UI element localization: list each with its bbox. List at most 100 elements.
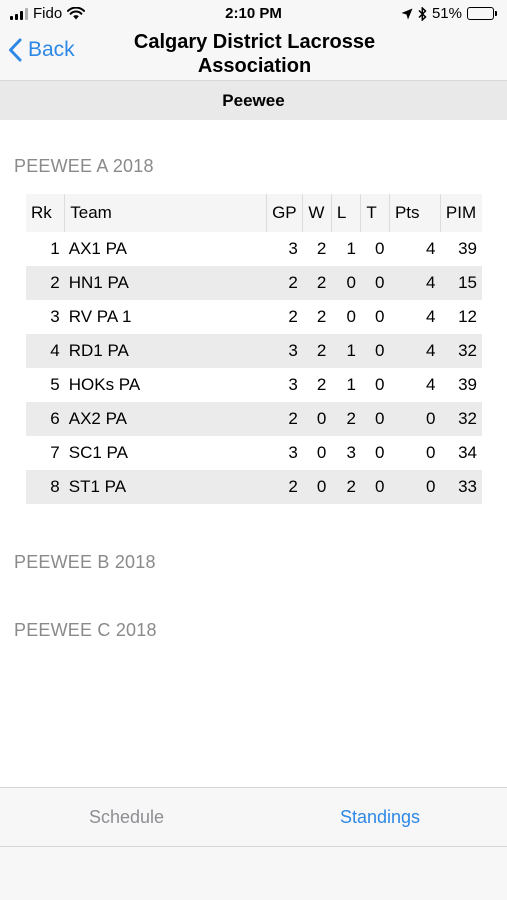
standings-table: Rk Team GP W L T Pts PIM 1 AX1 PA 3 2 1 0 4 39 2… (26, 194, 482, 504)
page-title-line1: Calgary District Lacrosse (133, 31, 376, 53)
cell-pts: 4 (425, 307, 436, 326)
tab-schedule[interactable]: Schedule (88, 807, 165, 827)
group-title-peewee-c[interactable]: PEEWEE C 2018 (14, 620, 157, 640)
cell-w: 2 (302, 266, 332, 300)
carrier-name: Fido (33, 5, 63, 22)
cell-pts: 0 (389, 470, 441, 504)
wifi-icon (67, 7, 86, 20)
tab-standings[interactable]: Standings (339, 807, 421, 827)
signal-icon (10, 7, 28, 20)
cell-gp: 3 (288, 443, 298, 462)
cell-t: 0 (374, 307, 385, 326)
group-title-peewee-b[interactable]: PEEWEE B 2018 (14, 552, 156, 572)
cell-w: 0 (316, 443, 327, 462)
bluetooth-icon (418, 6, 427, 21)
cell-l: 3 (346, 443, 356, 462)
cell-pim: 32 (440, 402, 482, 436)
cell-team: SC1 PA (68, 443, 128, 462)
cell-pim: 12 (458, 307, 477, 326)
cell-rk: 6 (26, 402, 65, 436)
cell-gp: 3 (288, 375, 298, 394)
cell-pts: 0 (389, 402, 441, 436)
cell-pim: 33 (440, 470, 482, 504)
cell-rk: 3 (50, 307, 60, 326)
cell-l: 1 (331, 334, 361, 368)
cell-pts: 4 (425, 375, 436, 394)
cell-w: 2 (316, 375, 327, 394)
cell-t: 0 (374, 239, 385, 258)
cell-w: 0 (302, 402, 332, 436)
status-right: 51% (401, 5, 497, 22)
cell-pts: 4 (389, 334, 441, 368)
table-row: 5 HOKs PA 3 2 1 0 4 39 (26, 368, 482, 402)
table-row: 1 AX1 PA 3 2 1 0 4 39 (26, 232, 482, 266)
navigation-bar: Back Calgary District Lacrosse Associati… (0, 28, 507, 80)
cell-pim: 34 (458, 443, 477, 462)
page-title-line2: Association (197, 55, 312, 77)
page-title: Calgary District Lacrosse Association (0, 30, 507, 78)
cell-gp: 2 (266, 266, 303, 300)
cell-l: 2 (331, 470, 361, 504)
table-row: 2 HN1 PA 2 2 0 0 4 15 (26, 266, 482, 300)
status-time: 2:10 PM (225, 5, 282, 22)
table-row: 8 ST1 PA 2 0 2 0 0 33 (26, 470, 482, 504)
column-header-gp: GP (266, 194, 304, 232)
group-title-peewee-a[interactable]: PEEWEE A 2018 (14, 156, 154, 176)
column-header-team: Team (64, 194, 268, 232)
cell-l: 0 (331, 266, 361, 300)
cell-team: AX1 PA (68, 239, 128, 258)
cell-t: 0 (360, 266, 390, 300)
cell-l: 1 (346, 239, 356, 258)
cell-t: 0 (360, 334, 390, 368)
chevron-left-icon (9, 38, 22, 62)
column-header-rk: Rk (26, 194, 66, 232)
status-left: Fido (10, 5, 86, 22)
cell-rk: 1 (50, 239, 60, 258)
cell-l: 0 (346, 307, 356, 326)
column-header-l: L (331, 194, 362, 232)
bottom-safe-area (0, 847, 507, 900)
cell-team: HN1 PA (64, 266, 267, 300)
cell-pts: 4 (389, 266, 441, 300)
cell-t: 0 (360, 402, 390, 436)
column-header-pts: Pts (389, 194, 441, 232)
cell-w: 2 (316, 239, 327, 258)
back-label: Back (28, 38, 75, 61)
table-row: 3 RV PA 1 2 2 0 0 4 12 (26, 300, 482, 334)
column-header-pim: PIM (440, 194, 482, 232)
table-row: 6 AX2 PA 2 0 2 0 0 32 (26, 402, 482, 436)
column-header-t: T (360, 194, 390, 232)
cell-pim: 32 (440, 334, 482, 368)
tab-bar: Schedule Standings (0, 787, 507, 847)
cell-w: 0 (302, 470, 332, 504)
division-header: Peewee (0, 80, 507, 120)
cell-w: 2 (302, 334, 332, 368)
cell-gp: 2 (288, 307, 298, 326)
cell-rk: 2 (26, 266, 65, 300)
cell-pim: 39 (458, 375, 477, 394)
cell-team: AX2 PA (64, 402, 267, 436)
column-header-w: W (302, 194, 332, 232)
standings-header-row: Rk Team GP W L T Pts PIM (26, 194, 482, 232)
cell-t: 0 (374, 443, 385, 462)
cell-team: RV PA 1 (68, 307, 132, 326)
cell-rk: 7 (50, 443, 60, 462)
cell-pim: 15 (440, 266, 482, 300)
cell-l: 1 (346, 375, 356, 394)
cell-pim: 39 (458, 239, 477, 258)
cell-gp: 3 (266, 334, 303, 368)
cell-team: HOKs PA (68, 375, 141, 394)
cell-gp: 2 (266, 470, 303, 504)
cell-pts: 4 (425, 239, 436, 258)
back-button[interactable]: Back (8, 38, 75, 62)
cell-t: 0 (374, 375, 385, 394)
cell-team: RD1 PA (64, 334, 267, 368)
table-row: 7 SC1 PA 3 0 3 0 0 34 (26, 436, 482, 470)
battery-icon (467, 7, 497, 20)
cell-gp: 3 (288, 239, 298, 258)
cell-rk: 8 (26, 470, 65, 504)
cell-t: 0 (360, 470, 390, 504)
cell-l: 2 (331, 402, 361, 436)
cell-team: ST1 PA (64, 470, 267, 504)
cell-gp: 2 (266, 402, 303, 436)
